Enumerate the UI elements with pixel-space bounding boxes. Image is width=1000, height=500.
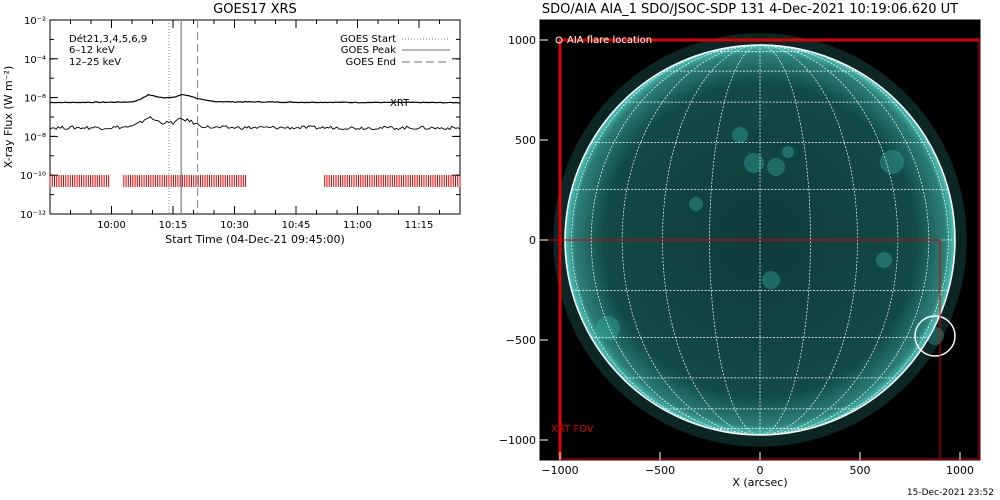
active-region-glow [926, 327, 944, 345]
legend-goes-peak: GOES Peak [341, 45, 396, 56]
x-tick-label: −500 [645, 464, 675, 477]
x-tick-label: −1000 [541, 464, 578, 477]
x-tick-label: 1000 [946, 464, 974, 477]
legend-12-25-kev: 12–25 keV [69, 57, 121, 68]
y-tick-label: 10⁻⁴ [24, 55, 46, 66]
xrt-fov-box [540, 239, 941, 460]
active-region-glow [762, 271, 780, 289]
active-region-glow [596, 316, 620, 340]
aia-panel: SDO/AIA AIA_1 SDO/JSOC-SDP 131 4-Dec-202… [499, 2, 981, 489]
flare-legend-marker [555, 36, 563, 44]
active-region-glow [880, 150, 904, 174]
y-tick-label: −500 [506, 334, 536, 347]
y-tick-label: 500 [515, 134, 536, 147]
goes-y-axis-label: X-ray Flux (W m⁻²) [2, 66, 15, 168]
x-tick-label: 10:00 [97, 220, 126, 231]
goes-flux-curves [49, 93, 461, 131]
footer-date: 15-Dec-2021 23:52 [907, 488, 994, 498]
flare-legend-label: AIA flare location [567, 35, 652, 46]
y-tick-label: −1000 [499, 434, 536, 447]
x-tick-label: 11:15 [405, 220, 434, 231]
active-region-glow [782, 146, 794, 158]
aia-axes: −1000 −500 0 500 1000 −1000 −500 0 500 1000 [499, 34, 974, 477]
active-regions [596, 127, 944, 345]
y-tick-label: 10⁻² [24, 16, 46, 27]
goes-event-lines [168, 20, 199, 214]
x-tick-label: 10:15 [159, 220, 188, 231]
y-tick-label: 10⁻¹⁰ [20, 171, 46, 182]
goes-x-axis: 10:00 10:15 10:30 10:45 11:00 11:15 [49, 20, 461, 231]
legend-6-12-kev: 6–12 keV [69, 45, 115, 56]
aia-title: SDO/AIA AIA_1 SDO/JSOC-SDP 131 4-Dec-202… [542, 2, 958, 17]
x-tick-label: 10:30 [220, 220, 249, 231]
heliographic-grid [564, 44, 956, 436]
flux-series-line [49, 115, 461, 131]
flare-location-circle [914, 315, 956, 357]
x-tick-label: 0 [757, 464, 764, 477]
y-tick-label: 0 [529, 234, 536, 247]
active-region-glow [744, 153, 764, 173]
y-tick-label: 1000 [508, 34, 536, 47]
x-tick-label: 10:45 [282, 220, 311, 231]
flux-series-line [49, 93, 460, 104]
y-tick-label: 10⁻¹² [20, 210, 46, 221]
goes-y-axis: 10⁻¹² 10⁻¹⁰ 10⁻⁸ 10⁻⁶ 10⁻⁴ 10⁻² [20, 16, 460, 221]
goes-panel: GOES17 XRS 10⁻¹² 10⁻¹⁰ 10⁻⁸ 10⁻⁶ 10⁻⁴ 10⁻² 10… [2, 2, 461, 246]
active-region-glow [689, 197, 703, 211]
x-tick-label: 500 [850, 464, 871, 477]
legend-goes-start: GOES Start [340, 34, 396, 45]
y-tick-label: 10⁻⁸ [24, 132, 46, 143]
legend-goes-end: GOES End [346, 57, 396, 68]
active-region-glow [767, 158, 785, 176]
goes-title: GOES17 XRS [213, 2, 297, 17]
x-tick-label: 11:00 [343, 220, 372, 231]
legend-detectors: Dét21,3,4,5,6,9 [69, 33, 147, 45]
meridian-line [709, 44, 761, 436]
xrt-observation-ticks [49, 175, 461, 188]
xrt-label: XRT [390, 98, 410, 109]
aia-x-axis-label: X (arcsec) [732, 476, 787, 489]
xrt-fov-label: XRT FOV [551, 424, 594, 435]
goes-x-axis-label: Start Time (04-Dec-21 09:45:00) [165, 233, 345, 246]
active-region-glow [876, 252, 892, 268]
active-region-glow [732, 127, 748, 143]
inner-fov-box [558, 38, 980, 460]
y-tick-label: 10⁻⁶ [24, 94, 46, 105]
